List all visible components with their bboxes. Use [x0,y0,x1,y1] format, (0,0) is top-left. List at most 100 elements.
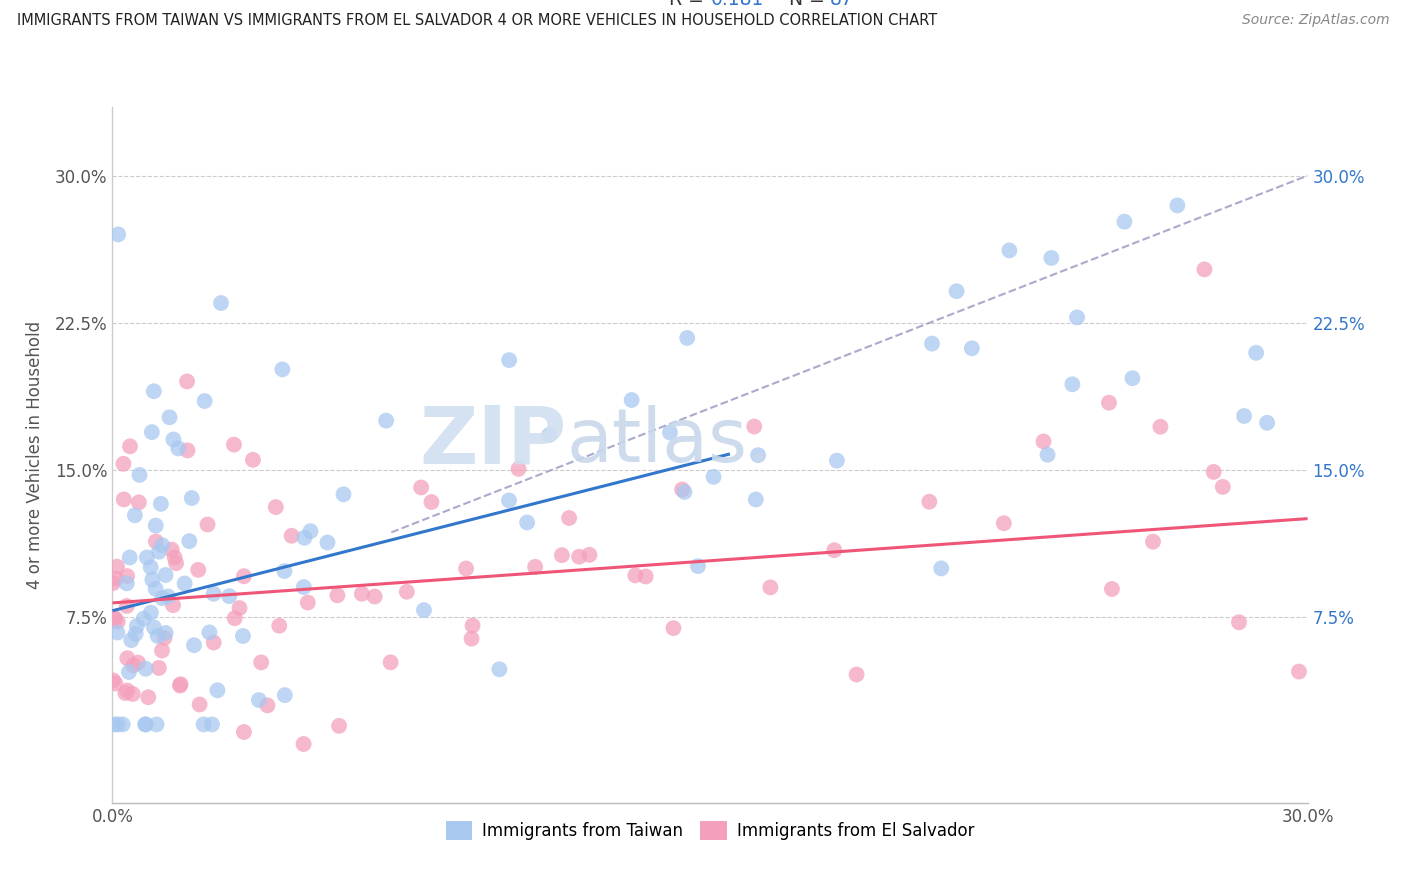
Point [224,611,246,625]
Point [332,487,354,501]
Point [202,587,225,601]
Point [115,683,138,698]
Text: R =: R = [669,0,710,10]
Point [146,629,169,643]
Point [128,495,150,509]
Point [676,331,699,345]
Point [145,582,167,596]
Point [153,631,176,645]
Point [143,620,166,634]
Point [179,534,201,549]
Point [662,621,685,635]
Point [1166,198,1188,212]
Point [222,437,245,451]
Point [107,227,129,242]
Point [461,618,484,632]
Point [271,362,294,376]
Point [825,453,848,467]
Point [516,516,538,530]
Point [118,439,141,453]
Point [1202,465,1225,479]
Point [395,584,418,599]
Text: Source: ZipAtlas.com: Source: ZipAtlas.com [1241,13,1389,28]
Point [118,665,141,679]
Point [139,606,162,620]
Point [1101,582,1123,596]
Point [264,500,287,514]
Point [918,494,941,508]
Point [105,571,128,585]
Point [297,596,319,610]
Point [1194,262,1216,277]
Point [136,690,159,705]
Point [1212,480,1234,494]
Point [162,598,184,612]
Point [115,599,138,613]
Point [198,625,221,640]
Point [686,559,709,574]
Point [745,492,768,507]
Text: atlas.: atlas. [567,404,772,477]
Point [148,544,170,558]
Point [120,633,142,648]
Point [101,576,124,591]
Y-axis label: 4 or more Vehicles in Household: 4 or more Vehicles in Household [25,321,44,589]
Point [845,667,868,681]
Point [112,492,135,507]
Point [160,542,183,557]
Point [1233,409,1256,423]
Point [163,550,186,565]
Point [411,481,433,495]
Point [488,662,510,676]
Point [193,717,215,731]
Point [162,433,184,447]
Point [1040,251,1063,265]
Point [194,394,217,409]
Text: N =: N = [778,0,831,10]
Point [135,662,157,676]
Point [121,687,143,701]
Point [420,495,443,509]
Point [673,484,696,499]
Point [148,661,170,675]
Point [620,392,643,407]
Point [155,568,177,582]
Point [1066,310,1088,325]
Point [498,493,520,508]
Point [183,638,205,652]
Point [232,629,254,643]
Point [117,651,139,665]
Point [169,679,191,693]
Point [273,564,295,578]
Point [1062,377,1084,392]
Point [127,656,149,670]
Point [115,576,138,591]
Legend: Immigrants from Taiwan, Immigrants from El Salvador: Immigrants from Taiwan, Immigrants from … [439,814,981,847]
Point [929,561,952,575]
Point [132,612,155,626]
Point [232,569,254,583]
Point [202,635,225,649]
Point [1142,534,1164,549]
Point [141,425,163,439]
Point [747,448,769,462]
Point [201,717,224,731]
Point [274,688,297,702]
Point [150,643,173,657]
Point [326,588,349,602]
Point [242,452,264,467]
Point [105,559,128,574]
Point [209,296,232,310]
Point [703,470,725,484]
Point [155,626,177,640]
Point [742,419,765,434]
Point [134,717,156,731]
Point [128,467,150,482]
Point [142,384,165,399]
Point [247,693,270,707]
Point [167,442,190,456]
Point [135,550,157,565]
Point [558,511,581,525]
Point [173,576,195,591]
Point [115,569,138,583]
